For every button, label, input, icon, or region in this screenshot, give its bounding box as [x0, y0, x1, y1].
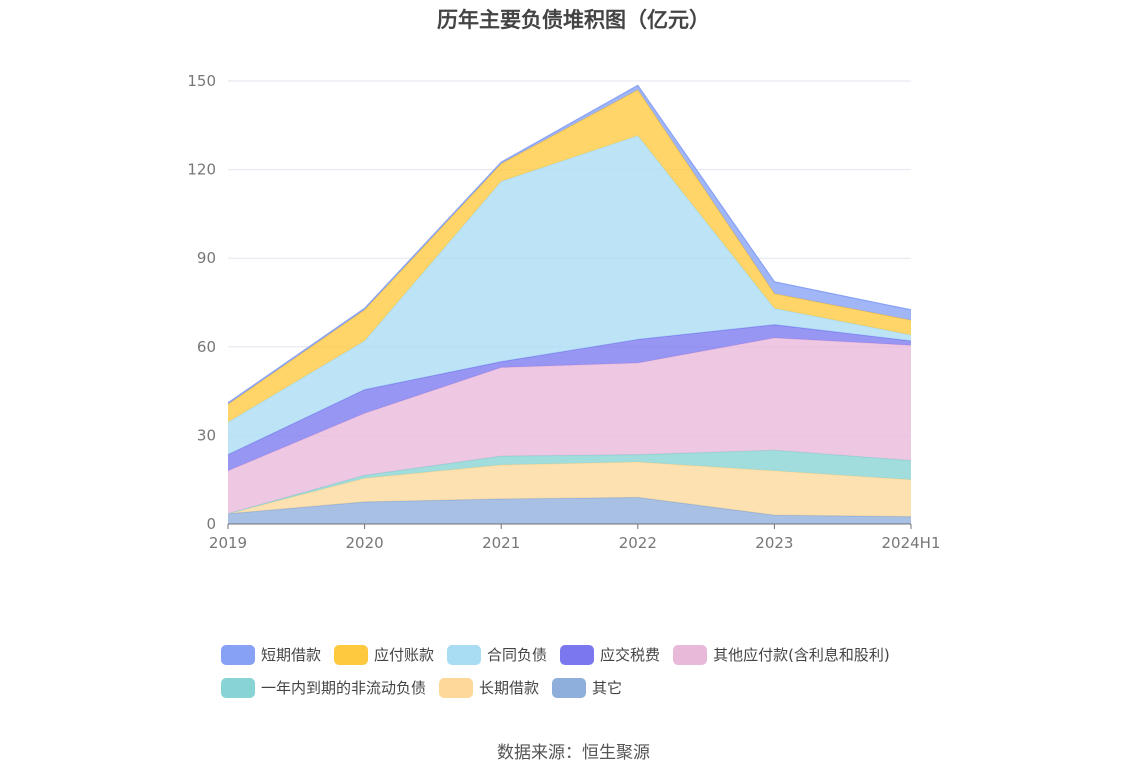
legend-swatch [552, 677, 587, 698]
area-其它 [228, 497, 911, 524]
legend-swatch [560, 644, 595, 665]
axes: 0 30 60 90 120 150 2019 2020 2021 2022 2023 2024H1 [187, 72, 940, 552]
x-tick-label: 2020 [346, 534, 384, 552]
y-tick-label: 90 [197, 249, 216, 267]
legend-label: 一年内到期的非流动负债 [261, 679, 427, 697]
legend-swatch [673, 644, 708, 665]
area-应付账款 [228, 89, 911, 423]
area-一年内到期的非流动负债 [228, 450, 911, 514]
legend-swatch [221, 644, 255, 665]
y-tick-label: 30 [197, 426, 216, 444]
legend-label: 长期借款 [479, 679, 540, 697]
legend-item-current-portion-noncurrent[interactable]: 一年内到期的非流动负债 [221, 677, 426, 698]
legend-item-short-term-loans[interactable]: 短期借款 [221, 644, 321, 665]
area-其他应付款(含利息和股利) [228, 337, 911, 514]
x-tick-label: 2023 [755, 534, 793, 552]
series-line-短期借款 [227, 84, 912, 404]
area-长期借款 [228, 462, 911, 517]
legend-item-taxes-payable[interactable]: 应交税费 [560, 644, 660, 665]
data-source-note: 数据来源：恒生聚源 [497, 743, 650, 763]
chart-title: 历年主要负债堆积图（亿元） [437, 8, 710, 32]
x-tick-label: 2019 [209, 534, 247, 552]
y-tick-label: 150 [187, 72, 216, 90]
x-tick-label: 2021 [482, 534, 520, 552]
legend-swatch [439, 677, 474, 698]
area-合同负债 [228, 135, 911, 455]
legend-label: 其他应付款(含利息和股利) [713, 646, 890, 664]
legend-item-other-payables[interactable]: 其他应付款(含利息和股利) [673, 644, 890, 665]
legend-label: 合同负债 [487, 646, 548, 664]
x-tick-label: 2022 [619, 534, 657, 552]
y-tick-label: 0 [206, 515, 216, 533]
legend-label: 应付账款 [374, 646, 435, 664]
legend-item-other[interactable]: 其它 [552, 677, 622, 698]
legend: 短期借款 应付账款 合同负债 应交税费 其他应付款(含利息和股利) 一年内到期的… [221, 638, 981, 704]
legend-swatch [447, 644, 482, 665]
legend-row-2: 一年内到期的非流动负债 长期借款 其它 [221, 671, 981, 704]
legend-swatch [334, 644, 369, 665]
area-series [227, 84, 912, 524]
x-tick-label: 2024H1 [882, 534, 941, 552]
legend-item-contract-liabilities[interactable]: 合同负债 [447, 644, 547, 665]
legend-swatch [221, 677, 255, 698]
stacked-area-chart: 0 30 60 90 120 150 2019 2020 2021 2022 2023 2024H1 [187, 72, 940, 552]
legend-item-accounts-payable[interactable]: 应付账款 [334, 644, 434, 665]
legend-label: 其它 [592, 679, 623, 697]
legend-row-1: 短期借款 应付账款 合同负债 应交税费 其他应付款(含利息和股利) [221, 638, 981, 671]
legend-label: 短期借款 [261, 646, 322, 664]
y-tick-label: 60 [197, 338, 216, 356]
y-tick-label: 120 [187, 161, 216, 179]
area-应交税费 [228, 324, 911, 471]
legend-item-long-term-loans[interactable]: 长期借款 [439, 677, 539, 698]
legend-label: 应交税费 [600, 646, 661, 664]
